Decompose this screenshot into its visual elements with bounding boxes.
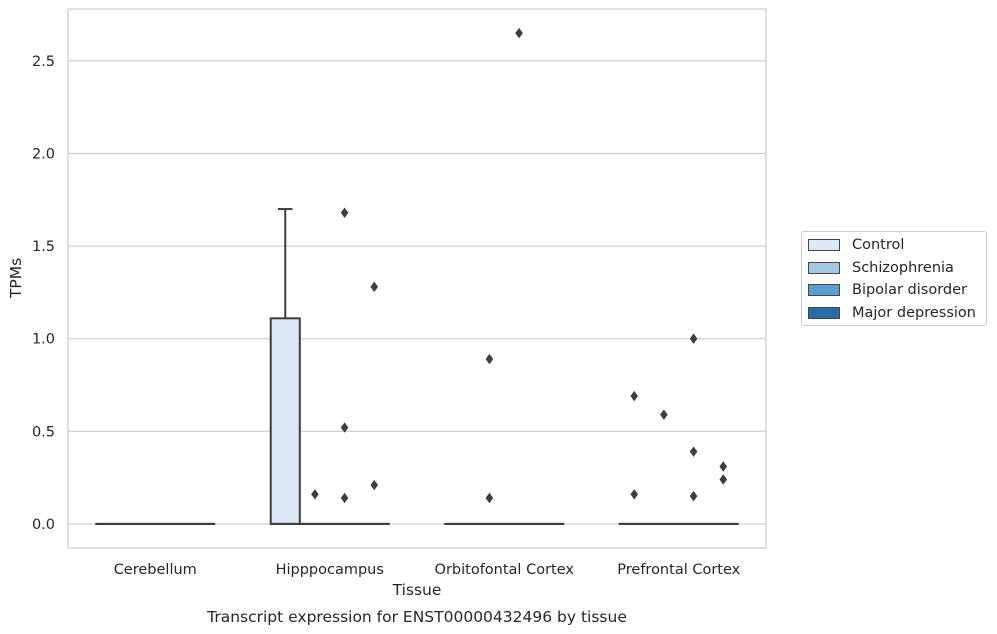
x-tick-label: Hipppocampus (276, 562, 384, 578)
outlier-point (370, 281, 379, 293)
boxes (95, 208, 739, 525)
outlier-point (660, 409, 668, 420)
legend-item: Schizophrenia (808, 258, 954, 278)
x-tick-label: Cerebellum (114, 562, 197, 578)
y-axis-label: TPMs (7, 258, 25, 299)
y-tick-label: 1.5 (32, 239, 55, 255)
legend: Control Schizophrenia Bipolar disorder Majo… (801, 231, 987, 326)
y-tick-label: 0.5 (32, 424, 55, 440)
outlier-point (485, 492, 494, 504)
y-tick-label: 0.0 (32, 517, 55, 533)
outlier-point (370, 479, 379, 491)
chart-title: Transcript expression for ENST0000043249… (206, 608, 627, 626)
plot-area (67, 8, 767, 549)
outlier-point (689, 446, 698, 457)
y-tick-label: 1.0 (32, 332, 55, 348)
outlier-point (515, 27, 523, 39)
outlier-point (340, 207, 349, 218)
legend-label: Major depression (852, 304, 976, 321)
outlier-point (311, 489, 319, 500)
legend-item: Major depression (808, 303, 976, 323)
legend-swatch (808, 284, 840, 296)
outlier-point (340, 422, 349, 433)
outlier-point (340, 492, 349, 504)
y-tick-label: 2.0 (32, 146, 55, 162)
x-tick-label: Orbitofontal Cortex (435, 562, 575, 578)
outlier-point (719, 474, 728, 485)
legend-item: Control (808, 235, 904, 255)
legend-label: Bipolar disorder (852, 282, 967, 298)
legend-label: Schizophrenia (852, 259, 954, 276)
y-tick-label: 2.5 (32, 54, 55, 70)
x-tick-labels: Cerebellum Hipppocampus Orbitofontal Corte… (114, 562, 741, 578)
x-tick-label: Prefrontal Cortex (617, 562, 740, 578)
legend-item: Bipolar disorder (808, 280, 967, 300)
outlier-point (689, 490, 698, 502)
outlier-point (630, 489, 639, 500)
outlier-point (485, 353, 494, 365)
x-axis-label: Tissue (392, 581, 442, 599)
legend-swatch (808, 261, 840, 274)
outlier-point (689, 333, 698, 344)
outlier-point (630, 390, 639, 402)
outlier-points (311, 27, 728, 504)
legend-swatch (808, 306, 840, 319)
box (269, 317, 301, 525)
legend-label: Control (852, 237, 905, 253)
y-tick-labels: 0.0 0.5 1.0 1.5 2.0 2.5 (32, 54, 55, 533)
legend-swatch (808, 239, 840, 251)
outlier-point (719, 461, 728, 472)
